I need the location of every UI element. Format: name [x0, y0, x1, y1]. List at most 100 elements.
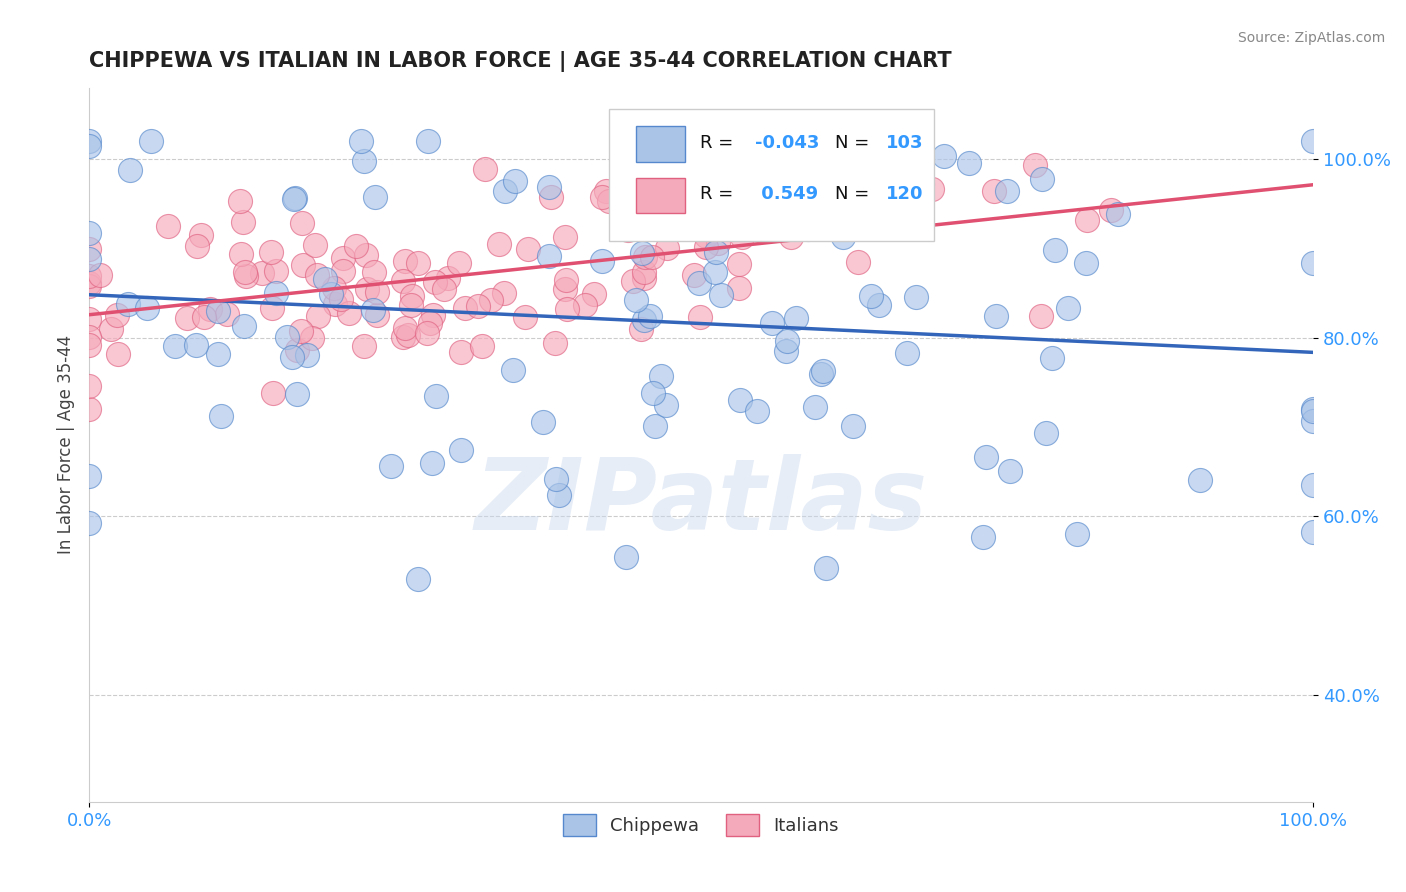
- Point: [350, 134, 373, 148]
- Point: [297, 348, 319, 362]
- Point: [621, 274, 644, 288]
- Point: [401, 289, 423, 303]
- Point: [292, 258, 315, 272]
- Bar: [637, 126, 685, 161]
- Point: [290, 324, 312, 338]
- Point: [209, 409, 232, 423]
- Point: [631, 246, 654, 260]
- Point: [846, 255, 869, 269]
- Point: [811, 364, 834, 378]
- Point: [107, 308, 129, 322]
- Point: [447, 256, 470, 270]
- Point: [831, 230, 853, 244]
- Point: [842, 419, 865, 434]
- Point: [695, 229, 717, 244]
- Point: [233, 319, 256, 334]
- Point: [165, 339, 187, 353]
- Point: [728, 281, 751, 295]
- Point: [741, 211, 763, 226]
- Point: [655, 241, 678, 255]
- Point: [633, 270, 655, 285]
- Text: 120: 120: [886, 185, 924, 203]
- Point: [502, 362, 524, 376]
- Point: [775, 344, 797, 359]
- Point: [544, 335, 567, 350]
- Point: [77, 139, 100, 153]
- Point: [77, 242, 100, 256]
- Point: [731, 229, 754, 244]
- Point: [356, 247, 378, 261]
- Point: [633, 265, 655, 279]
- Point: [908, 134, 931, 148]
- Point: [364, 190, 387, 204]
- Point: [339, 306, 361, 320]
- Point: [780, 230, 803, 244]
- Point: [304, 238, 326, 252]
- Point: [921, 182, 943, 196]
- Text: R =: R =: [700, 185, 733, 203]
- Point: [1066, 527, 1088, 541]
- Point: [730, 392, 752, 407]
- Point: [761, 316, 783, 330]
- Point: [624, 293, 647, 308]
- Point: [356, 282, 378, 296]
- Point: [481, 293, 503, 308]
- Point: [503, 174, 526, 188]
- Point: [555, 301, 578, 316]
- Point: [641, 385, 664, 400]
- Point: [363, 265, 385, 279]
- Point: [77, 378, 100, 392]
- Text: 0.549: 0.549: [755, 185, 818, 203]
- Point: [433, 282, 456, 296]
- Point: [392, 329, 415, 343]
- Point: [100, 321, 122, 335]
- Point: [454, 301, 477, 315]
- Point: [835, 171, 858, 186]
- Point: [689, 310, 711, 325]
- Point: [633, 313, 655, 327]
- Point: [77, 268, 100, 283]
- Point: [591, 190, 613, 204]
- Point: [747, 404, 769, 418]
- Text: Source: ZipAtlas.com: Source: ZipAtlas.com: [1237, 31, 1385, 45]
- Point: [406, 573, 429, 587]
- Point: [537, 180, 560, 194]
- Point: [229, 194, 252, 209]
- Point: [488, 237, 510, 252]
- Point: [380, 459, 402, 474]
- Point: [710, 287, 733, 301]
- Point: [323, 297, 346, 311]
- Text: CHIPPEWA VS ITALIAN IN LABOR FORCE | AGE 35-44 CORRELATION CHART: CHIPPEWA VS ITALIAN IN LABOR FORCE | AGE…: [89, 51, 952, 71]
- Point: [932, 149, 955, 163]
- Text: 103: 103: [886, 134, 924, 152]
- Point: [353, 339, 375, 353]
- Point: [291, 216, 314, 230]
- Point: [198, 302, 221, 317]
- Point: [392, 274, 415, 288]
- Point: [540, 190, 562, 204]
- Point: [700, 197, 723, 211]
- Point: [688, 276, 710, 290]
- Point: [330, 292, 353, 306]
- Point: [769, 211, 792, 226]
- Point: [332, 264, 354, 278]
- Point: [117, 296, 139, 310]
- Point: [634, 250, 657, 264]
- Point: [1076, 213, 1098, 227]
- Point: [399, 298, 422, 312]
- Point: [250, 266, 273, 280]
- Point: [307, 309, 329, 323]
- Point: [416, 326, 439, 340]
- Point: [332, 251, 354, 265]
- Text: N =: N =: [835, 185, 869, 203]
- Point: [77, 402, 100, 417]
- Point: [184, 338, 207, 352]
- Point: [972, 530, 994, 544]
- Point: [1302, 402, 1324, 417]
- Point: [77, 226, 100, 240]
- Point: [422, 308, 444, 322]
- Point: [616, 223, 638, 237]
- Point: [860, 288, 883, 302]
- Point: [276, 330, 298, 344]
- Point: [868, 298, 890, 312]
